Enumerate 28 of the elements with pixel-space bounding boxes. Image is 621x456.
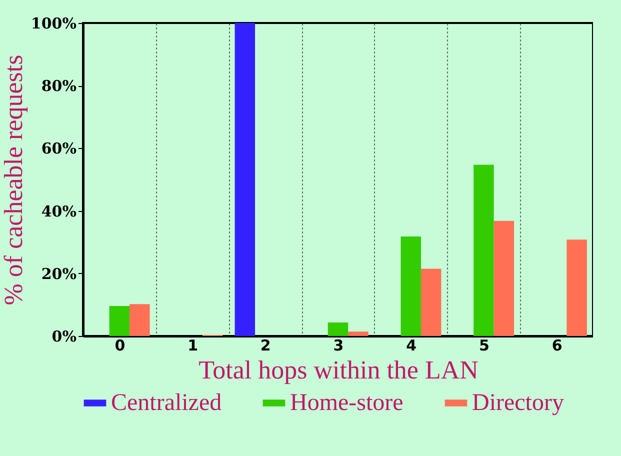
legend-label: Directory xyxy=(472,390,564,416)
legend-label: Centralized xyxy=(111,390,222,416)
bar xyxy=(234,23,256,336)
x-tick-label: 0 xyxy=(114,336,126,354)
bar xyxy=(494,220,514,336)
bar xyxy=(420,268,442,336)
bar xyxy=(400,236,421,336)
bar xyxy=(328,322,348,336)
y-tick-label: 40% xyxy=(41,202,76,220)
y-tick-label: 100% xyxy=(30,14,76,32)
x-tick-label: 6 xyxy=(552,336,562,354)
bar xyxy=(566,240,587,336)
bar xyxy=(348,332,368,336)
x-tick-label: 1 xyxy=(188,336,198,354)
y-tick-label: 20% xyxy=(41,264,76,283)
bar xyxy=(109,306,130,336)
y-tick-label: 0% xyxy=(52,328,76,346)
x-tick-label: 4 xyxy=(406,336,417,354)
bar xyxy=(474,164,494,336)
bar xyxy=(130,304,150,336)
x-tick-label: 3 xyxy=(333,336,344,354)
y-tick-label: 60% xyxy=(41,140,76,158)
y-axis-title: % of cacheable requests xyxy=(0,54,28,306)
x-tick-label: 2 xyxy=(260,336,271,354)
x-tick-label: 5 xyxy=(478,336,490,354)
y-tick-label: 80% xyxy=(41,77,76,96)
legend-label: Home-store xyxy=(290,390,404,416)
x-axis-title: Total hops within the LAN xyxy=(198,356,479,384)
